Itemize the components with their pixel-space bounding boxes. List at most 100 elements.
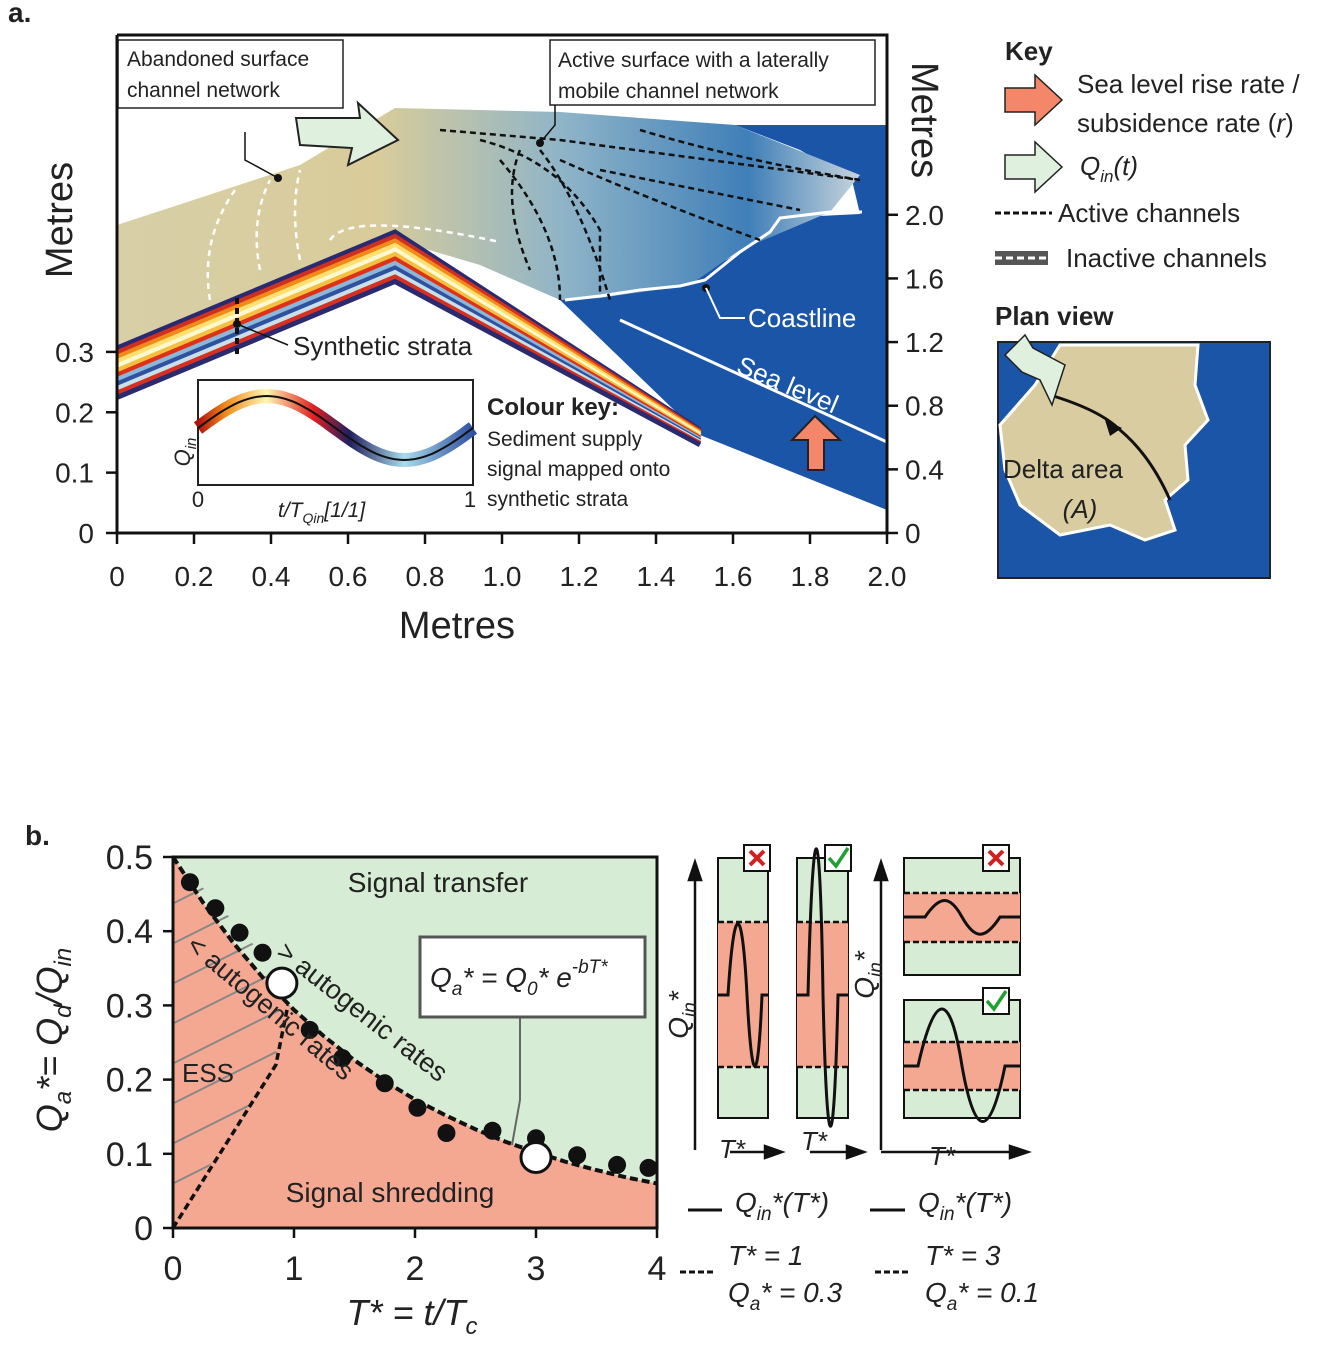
status-icons [743, 844, 1010, 1015]
key-part: subsidence rate ( [1077, 108, 1277, 138]
inactive-channel [206, 169, 501, 301]
inset-axis-label: T* [929, 1141, 956, 1171]
path-shape [987, 849, 1005, 867]
x-tick-label: 0.4 [252, 561, 291, 592]
legend-text: Qin*(T*) [735, 1187, 829, 1225]
data-point [230, 923, 249, 942]
rise-arrow [789, 414, 843, 471]
legend-part: * = 0.1 [957, 1277, 1039, 1308]
region-label: Signal shredding [286, 1177, 495, 1208]
label-part: * [663, 990, 694, 1002]
x-tick-label: 1.6 [714, 561, 753, 592]
legend-part: *(T*) [955, 1187, 1013, 1218]
panel-a: Abandoned surface channel network Active… [39, 33, 1300, 647]
label-part: in [50, 948, 77, 967]
x-tick-label: 1.2 [560, 561, 599, 592]
shredding-region [173, 857, 657, 1228]
inset-axis-label: T* [719, 1134, 746, 1164]
sea-level-line [619, 318, 888, 444]
colour-key-title: Colour key: [487, 394, 619, 421]
colour-key-text: synthetic strata [487, 488, 629, 511]
active-channel [439, 128, 861, 301]
legend-text: T* = 1 [728, 1240, 803, 1271]
key-text: Inactive channels [1066, 243, 1267, 273]
x-tick-label: 1.4 [637, 561, 676, 592]
x-tick-label: 1 [285, 1250, 304, 1288]
path-shape [827, 847, 850, 869]
legend-text: Qa* = 0.3 [728, 1277, 843, 1315]
delta-surface [117, 108, 860, 350]
label-part: /Q [29, 966, 70, 1007]
formula-pointer [511, 1099, 521, 1146]
x-axis-label: Metres [399, 605, 515, 647]
label-part: Q [170, 449, 195, 466]
label-part: Q [849, 977, 880, 999]
key-text: Active channels [1058, 198, 1240, 228]
plan-text: Delta area [1003, 454, 1123, 484]
polygon-shape [687, 858, 703, 882]
x-tick-label: 1.8 [791, 561, 830, 592]
y-tick-label: 0.2 [106, 1062, 153, 1100]
key-part: in [1100, 167, 1113, 186]
x-tick-label: 0 [109, 561, 125, 592]
y2-axis-label: Metres [903, 62, 945, 178]
y-tick-label: 0 [134, 1210, 153, 1248]
inset-axis-label: Qin [170, 438, 200, 467]
data-point [300, 1020, 319, 1039]
formula-part: Q [430, 962, 452, 993]
data-point [375, 1074, 394, 1093]
formula-part: -bT* [572, 957, 609, 978]
label-part: in [680, 1002, 701, 1017]
plan-channel [1049, 393, 1172, 501]
key-part: Q [1080, 151, 1100, 181]
x-tick-label: 0.2 [175, 561, 214, 592]
callout-text: mobile channel network [558, 80, 779, 103]
highlight-point [519, 1141, 553, 1175]
y-tick-label: 0.1 [55, 458, 94, 489]
legend-part: Q [735, 1187, 757, 1218]
data-point [180, 873, 199, 892]
sine-line [197, 394, 474, 462]
callout-text: Active surface with a laterally [558, 49, 829, 72]
data-point [568, 1146, 587, 1165]
x-tick-label: 0.6 [329, 561, 368, 592]
region-label: Signal transfer [348, 867, 529, 898]
path-shape [904, 899, 1020, 936]
inset-axis-label: t/TQin[1/1] [278, 499, 366, 526]
inset-axis-label: Qin* [663, 990, 701, 1039]
fit-curve [171, 855, 658, 1186]
x-tick-label: 0 [164, 1250, 183, 1288]
y2-tick-label: 2.0 [905, 200, 944, 231]
label-part: c [466, 1313, 478, 1340]
label-part: a [50, 1091, 77, 1104]
x-axis-label: T* = t/Tc [346, 1292, 477, 1340]
panel-label: a. [8, 0, 31, 28]
plan-text: (A) [1063, 494, 1098, 524]
path-shape [985, 990, 1008, 1012]
inset-tick: 1 [464, 487, 476, 512]
label-part: in [866, 962, 887, 977]
y2-tick-label: 0.4 [905, 454, 944, 485]
x-tick-label: 0.8 [406, 561, 445, 592]
label-part: *= Q [29, 1018, 70, 1091]
plan-supply-arrow [1003, 333, 1066, 408]
pointer [705, 287, 745, 319]
legend-part: Q [728, 1277, 750, 1308]
marks [171, 855, 658, 1229]
key-part: r [1276, 108, 1286, 138]
x-tick-label: 2 [406, 1250, 425, 1288]
rect-shape [743, 844, 771, 872]
path-shape [748, 849, 766, 867]
synthetic-strata [116, 229, 702, 448]
key-text: Qin(t) [1080, 151, 1138, 186]
legend-text: Qa* = 0.1 [925, 1277, 1039, 1315]
pointer [244, 132, 279, 179]
legend-part: in [940, 1204, 955, 1225]
y-tick-label: 0.3 [106, 987, 153, 1025]
key-part: ) [1285, 108, 1294, 138]
legend-part: Q [925, 1277, 947, 1308]
legend-part: * = 0.3 [760, 1277, 842, 1308]
key-text: Sea level rise rate / [1077, 69, 1300, 99]
